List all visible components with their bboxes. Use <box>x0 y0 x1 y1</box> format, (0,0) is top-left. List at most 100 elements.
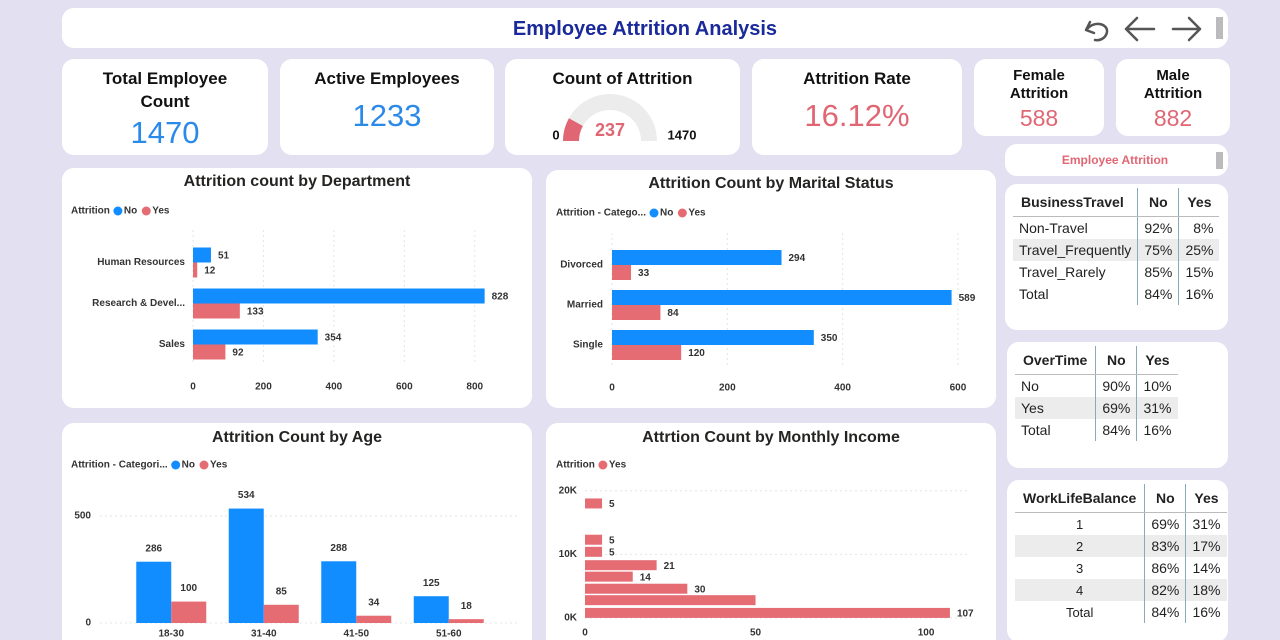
y-tick-label: Single <box>573 340 603 351</box>
data-label: 14 <box>640 572 652 583</box>
table-cell: 25% <box>1178 239 1220 261</box>
card-title: Total Employee Count <box>102 69 228 111</box>
bar <box>585 498 603 509</box>
table-row: Total 84% 16% <box>1015 419 1178 441</box>
table-cell: 82% <box>1144 579 1186 601</box>
x-tick-label: 41-50 <box>343 629 369 640</box>
table-row: Non-Travel 92% 8% <box>1013 216 1220 239</box>
card-value: 16.12% <box>804 98 910 133</box>
kpi-card: Female Attrition 588 <box>974 59 1104 136</box>
legend-title: Attrition <box>71 206 110 217</box>
column-header: No <box>1144 484 1186 513</box>
x-tick-label: 0 <box>582 628 588 639</box>
legend-label: No <box>124 206 137 217</box>
data-label: 18 <box>461 601 473 612</box>
table-row: Travel_Rarely 85% 15% <box>1013 261 1220 283</box>
data-label: 534 <box>238 490 255 501</box>
table-cell: 85% <box>1137 261 1179 283</box>
card-value: 588 <box>1019 105 1059 131</box>
bar <box>228 508 264 623</box>
table-cell: Travel_Rarely <box>1019 264 1106 280</box>
chart-title: Attrition Count by Marital Status <box>648 175 893 192</box>
forward-button[interactable] <box>1171 16 1202 42</box>
gauge-min: 0 <box>552 127 559 142</box>
bar <box>193 329 318 345</box>
x-tick-label: 0 <box>609 383 615 394</box>
data-label: 51 <box>218 251 230 262</box>
data-label: 100 <box>180 583 197 594</box>
bar <box>585 571 633 582</box>
x-tick-label: 200 <box>719 383 736 394</box>
bar <box>612 290 952 305</box>
legend-marker <box>199 460 209 470</box>
y-tick-label: 20K <box>559 485 578 496</box>
table-cell: 14% <box>1185 557 1227 579</box>
table-row: 2 83% 17% <box>1015 535 1227 557</box>
bar <box>193 288 485 304</box>
y-tick-label: Divorced <box>560 260 603 271</box>
card-title: Male Attrition <box>1143 67 1203 102</box>
table-cell: 84% <box>1095 419 1137 441</box>
legend-marker <box>171 460 181 470</box>
data-label: 85 <box>276 586 288 597</box>
slicer[interactable]: Employee Attrition <box>1005 144 1228 176</box>
legend-label: Yes <box>609 460 627 471</box>
bar <box>585 583 688 594</box>
column-header: BusinessTravel <box>1013 188 1138 217</box>
table-panel: BusinessTravel No Yes Non-Travel 92% 8% Travel… <box>1005 184 1228 330</box>
undo-button[interactable] <box>1084 20 1109 42</box>
matrix-table: OverTime No Yes No 90% 10% Yes 69% 31% Total 84% 16… <box>1015 346 1178 441</box>
card-title: Female Attrition <box>1009 67 1069 102</box>
nav-icons <box>1084 16 1202 42</box>
y-tick-label: 0K <box>564 613 578 624</box>
legend-marker <box>598 460 608 470</box>
bar <box>612 330 814 345</box>
table-cell: 18% <box>1185 579 1227 601</box>
legend-label: No <box>660 208 673 219</box>
matrix-table: WorkLifeBalance No Yes 1 69% 31% 2 83% 17% 3 86% 14… <box>1015 484 1227 623</box>
legend-marker <box>677 208 687 218</box>
legend-title: Attrition - Categori... <box>71 460 168 471</box>
x-tick-label: 800 <box>466 382 483 393</box>
card-value: 1470 <box>130 115 200 150</box>
data-label: 30 <box>694 584 706 595</box>
table-cell: 16% <box>1185 601 1227 623</box>
slicer-title[interactable]: Employee Attrition <box>1061 153 1169 167</box>
table-cell: 75% <box>1137 239 1179 261</box>
legend-label: No <box>182 460 195 471</box>
gauge-track <box>563 94 657 141</box>
bar <box>413 596 449 623</box>
bar <box>612 250 782 265</box>
bar <box>585 607 950 618</box>
page-title: Employee Attrition Analysis <box>512 18 778 40</box>
bar <box>612 305 661 320</box>
bar <box>136 561 172 623</box>
table-cell: Travel_Frequently <box>1013 239 1138 261</box>
table-cell: Yes <box>1015 397 1096 419</box>
table-cell: 3 <box>1076 560 1084 576</box>
legend-label: Yes <box>152 206 170 217</box>
kpi-card: Total Employee Count 1470 <box>62 59 268 155</box>
data-label: 828 <box>492 292 509 303</box>
table-cell: 92% <box>1137 216 1179 239</box>
data-label: 125 <box>423 578 440 589</box>
kpi-card: Male Attrition 882 <box>1116 59 1230 136</box>
data-label: 107 <box>957 609 974 620</box>
table-cell: 31% <box>1185 512 1227 535</box>
table-panel: WorkLifeBalance No Yes 1 69% 31% 2 83% 17% 3 86% 14… <box>1007 480 1228 640</box>
x-tick-label: 400 <box>326 382 343 393</box>
data-label: 354 <box>325 333 342 344</box>
chart-panel <box>62 168 532 408</box>
bar <box>263 604 299 623</box>
back-button[interactable] <box>1124 16 1156 42</box>
data-label: 589 <box>959 293 976 304</box>
scrollbar <box>1216 17 1223 39</box>
column-header: OverTime <box>1015 346 1096 375</box>
bar <box>585 534 603 545</box>
bar <box>356 615 392 623</box>
table-cell: 84% <box>1137 283 1179 305</box>
chart-title: Attrition Count by Age <box>212 429 382 446</box>
table-cell: 4 <box>1015 579 1145 601</box>
bar <box>612 265 632 280</box>
